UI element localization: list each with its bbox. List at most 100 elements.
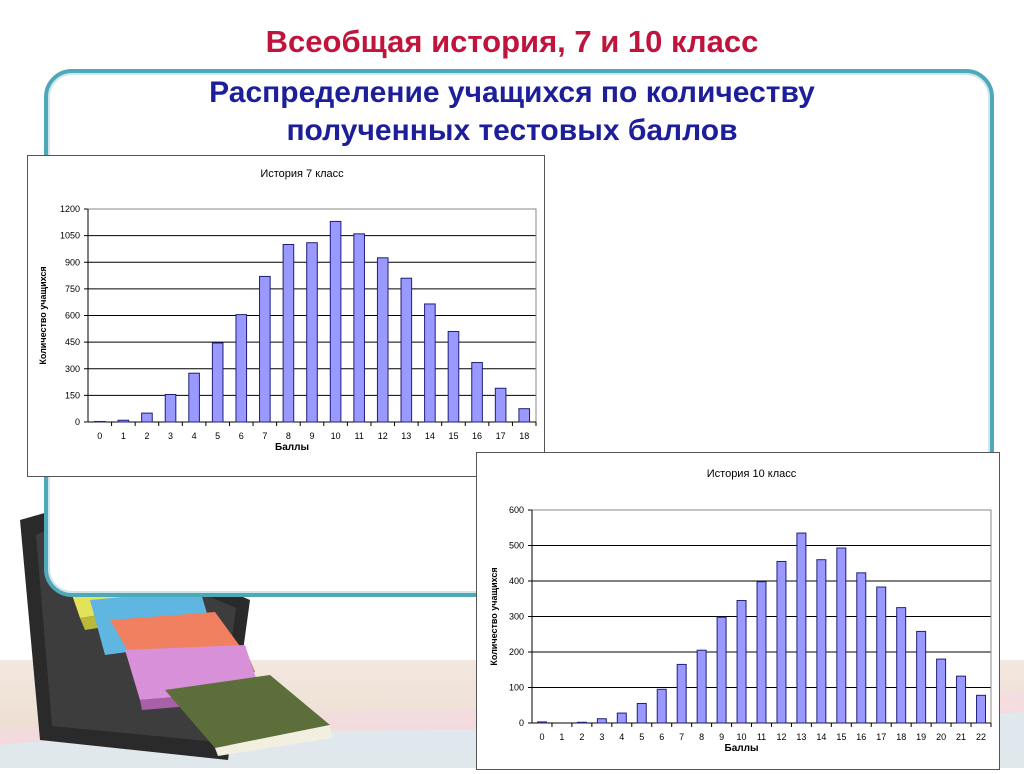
chart-7-ylabel: Количество учащихся xyxy=(38,266,48,364)
chart-10-bar xyxy=(656,688,667,724)
chart-7-xtick-label: 2 xyxy=(144,431,149,441)
chart-10-bar xyxy=(796,532,807,724)
chart-7-bar xyxy=(424,303,436,423)
chart-7-title: История 7 класс xyxy=(260,168,344,180)
chart-10-bar xyxy=(756,581,767,724)
chart-7-xtick-label: 0 xyxy=(97,431,102,441)
chart-10-ytick-label: 600 xyxy=(509,505,524,515)
slide-subtitle-line-2: полученных тестовых баллов xyxy=(286,114,738,147)
chart-7-xtick-label: 15 xyxy=(448,431,458,441)
chart-7-bar xyxy=(188,372,200,423)
chart-7-ytick-label: 450 xyxy=(65,337,80,347)
chart-7-bar xyxy=(447,330,460,423)
chart-7-ytick-label: 900 xyxy=(65,257,80,267)
chart-10-ytick-label: 500 xyxy=(509,541,524,551)
chart-7-bar xyxy=(329,220,342,423)
chart-10-xtick-label: 8 xyxy=(699,732,704,742)
chart-10-xtick-label: 7 xyxy=(679,732,684,742)
chart-10-title: История 10 класс xyxy=(707,468,797,480)
chart-7-xtick-label: 3 xyxy=(168,431,173,441)
chart-7-bar xyxy=(93,420,106,423)
chart-10-xtick-label: 1 xyxy=(559,732,564,742)
chart-10-bar xyxy=(776,560,787,724)
chart-10-xtick-label: 17 xyxy=(876,732,886,742)
chart-10-xtick-label: 2 xyxy=(579,732,584,742)
chart-10-xtick-label: 18 xyxy=(896,732,906,742)
chart-10-xtick-label: 14 xyxy=(816,732,826,742)
chart-7-ytick-label: 1200 xyxy=(60,204,80,214)
chart-10-bar xyxy=(976,694,987,724)
chart-7-bar xyxy=(306,242,318,423)
chart-10-bar xyxy=(636,702,647,724)
chart-10-bar xyxy=(676,663,687,724)
chart-7-xtick-label: 1 xyxy=(121,431,126,441)
chart-10-xtick-label: 3 xyxy=(599,732,604,742)
chart-7-bar xyxy=(259,275,271,423)
chart-7-xtick-label: 5 xyxy=(215,431,220,441)
chart-10-bar xyxy=(916,630,927,724)
chart-7-bar xyxy=(376,257,389,423)
chart-7-bar xyxy=(400,277,413,423)
chart-7-xtick-label: 18 xyxy=(519,431,529,441)
chart-10-xtick-label: 9 xyxy=(719,732,724,742)
chart-10-bar xyxy=(956,675,967,724)
chart-7-ytick-label: 0 xyxy=(75,417,80,427)
chart-10-xtick-label: 0 xyxy=(539,732,544,742)
chart-10-ytick-label: 400 xyxy=(509,576,524,586)
chart-10-xtick-label: 6 xyxy=(659,732,664,742)
chart-10-xtick-label: 12 xyxy=(776,732,786,742)
chart-7-xlabel: Баллы xyxy=(275,442,309,453)
chart-10-bar xyxy=(936,658,947,724)
chart-7-xtick-label: 17 xyxy=(496,431,506,441)
chart-7-xtick-label: 6 xyxy=(239,431,244,441)
chart-7-xtick-label: 11 xyxy=(354,431,363,441)
chart-10-xtick-label: 13 xyxy=(796,732,806,742)
chart-7-bar xyxy=(353,233,365,423)
chart-10-bar xyxy=(816,559,827,724)
chart-10-xtick-label: 22 xyxy=(976,732,986,742)
chart-10-bar xyxy=(696,649,707,724)
chart-7-xtick-label: 14 xyxy=(425,431,435,441)
chart-7-bar xyxy=(117,419,130,423)
chart-10-xtick-label: 11 xyxy=(757,732,766,742)
chart-10-bar xyxy=(576,721,587,724)
chart-7-xtick-label: 7 xyxy=(262,431,267,441)
chart-7-ytick-label: 1050 xyxy=(60,231,80,241)
chart-10-xlabel: Баллы xyxy=(725,743,759,754)
chart-10-bar xyxy=(716,616,727,724)
chart-7-bar xyxy=(164,393,177,423)
chart-10-xtick-label: 5 xyxy=(639,732,644,742)
chart-7-svg: История 7 класс0150300450600750900105012… xyxy=(38,168,537,453)
chart-10-xtick-label: 19 xyxy=(916,732,926,742)
chart-7-xtick-label: 9 xyxy=(309,431,314,441)
chart-7-ytick-label: 150 xyxy=(65,390,80,400)
chart-10-xtick-label: 15 xyxy=(836,732,846,742)
chart-10-ytick-label: 200 xyxy=(509,647,524,657)
chart-7-xtick-label: 13 xyxy=(401,431,411,441)
chart-10-bar xyxy=(836,547,847,724)
chart-10-xtick-label: 21 xyxy=(956,732,966,742)
chart-10-bar xyxy=(736,600,747,724)
chart-7-bar xyxy=(494,387,507,423)
chart-7-bar xyxy=(471,362,483,423)
chart-7-bar xyxy=(518,408,531,423)
chart-7-ytick-label: 600 xyxy=(65,311,80,321)
chart-10-ytick-label: 300 xyxy=(509,612,524,622)
chart-7-ytick-label: 750 xyxy=(65,284,80,294)
chart-10-bar xyxy=(616,712,627,724)
chart-7-xtick-label: 10 xyxy=(331,431,341,441)
chart-10-bar xyxy=(856,572,867,724)
chart-10-ytick-label: 100 xyxy=(509,683,524,693)
chart-10-xtick-label: 4 xyxy=(619,732,624,742)
chart-10-xtick-label: 20 xyxy=(936,732,946,742)
chart-7-bar xyxy=(235,314,248,423)
chart-7-bar xyxy=(282,244,295,423)
slide-subtitle-line-1: Распределение учащихся по количеству xyxy=(209,76,815,109)
slide-subtitle: Распределение учащихся по количеству пол… xyxy=(100,74,924,150)
slide-title: Всеобщая история, 7 и 10 класс xyxy=(265,24,759,59)
chart-10-bar xyxy=(536,721,547,724)
chart-10-bar xyxy=(896,607,907,724)
chart-10-ytick-label: 0 xyxy=(519,718,524,728)
chart-7-xtick-label: 4 xyxy=(192,431,197,441)
chart-10-ylabel: Количество учащихся xyxy=(489,567,499,665)
